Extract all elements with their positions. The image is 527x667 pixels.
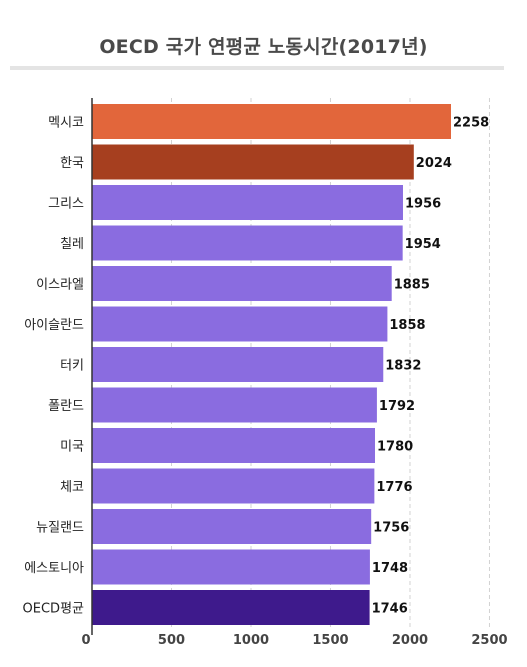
- bar: [92, 306, 388, 342]
- category-label: 폴란드: [48, 399, 84, 414]
- category-label: 칠레: [60, 237, 84, 252]
- category-label: 체코: [60, 480, 84, 495]
- category-label: 아이슬란드: [24, 318, 84, 333]
- x-tick-label: 0: [81, 633, 90, 648]
- bar: [92, 509, 372, 544]
- value-label: 1776: [376, 480, 412, 495]
- category-label: 뉴질랜드: [36, 521, 84, 536]
- bar: [92, 104, 451, 139]
- value-label: 1780: [377, 440, 413, 455]
- title-divider: [10, 66, 504, 70]
- value-label: 1858: [389, 318, 425, 333]
- category-label: 에스토니아: [24, 561, 84, 576]
- category-label: 한국: [60, 156, 84, 171]
- bar: [92, 590, 370, 625]
- x-tick-label: 2500: [471, 633, 507, 648]
- category-label: 이스라엘: [36, 278, 84, 293]
- bar: [92, 387, 377, 423]
- category-label: 그리스: [48, 197, 84, 212]
- x-tick-label: 2000: [392, 633, 428, 648]
- value-label: 2024: [416, 156, 452, 171]
- category-label: 멕시코: [48, 116, 84, 131]
- value-label: 1956: [405, 197, 441, 212]
- bar: [92, 144, 414, 180]
- chart-title: OECD 국가 연평균 노동시간(2017년): [99, 36, 428, 58]
- bar: [92, 225, 403, 261]
- category-label: OECD평균: [23, 602, 84, 617]
- value-label: 1756: [373, 521, 409, 536]
- value-label: 1748: [372, 561, 408, 576]
- bar: [92, 468, 375, 504]
- value-label: 1954: [405, 237, 441, 252]
- category-label: 터키: [60, 359, 84, 374]
- value-label: 1746: [372, 602, 408, 617]
- bar: [92, 347, 384, 382]
- bar: [92, 185, 403, 220]
- x-tick-label: 500: [158, 633, 185, 648]
- x-tick-label: 1000: [233, 633, 269, 648]
- value-label: 2258: [453, 116, 489, 131]
- value-label: 1832: [385, 359, 421, 374]
- bar: [92, 266, 392, 301]
- bar: [92, 549, 370, 585]
- bar: [92, 428, 376, 463]
- x-tick-label: 1500: [312, 633, 348, 648]
- value-label: 1792: [379, 399, 415, 414]
- value-label: 1885: [394, 278, 430, 293]
- category-label: 미국: [60, 440, 84, 455]
